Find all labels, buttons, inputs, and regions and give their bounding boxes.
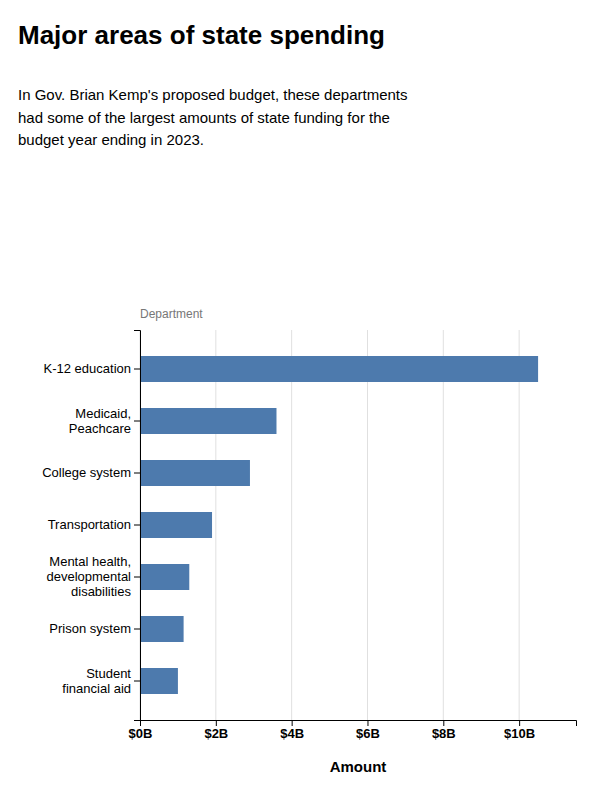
y-tick-mark <box>134 369 140 370</box>
x-axis-line <box>141 721 577 727</box>
x-tick-label: $6B <box>356 726 380 741</box>
y-tick-mark <box>134 577 140 578</box>
y-tick-mark <box>134 473 140 474</box>
x-tick-mark <box>519 720 520 726</box>
x-tick: $6B <box>356 720 380 741</box>
y-tick-label: College system <box>42 465 131 480</box>
bar <box>140 512 212 538</box>
x-tick-mark <box>292 720 293 726</box>
x-tick: $4B <box>280 720 304 741</box>
grid <box>140 330 519 720</box>
y-tick-mark <box>134 629 140 630</box>
y-tick-mark <box>134 421 140 422</box>
x-tick: $2B <box>204 720 228 741</box>
y-tick: Studentfinancial aid <box>62 666 140 696</box>
bar <box>140 564 189 590</box>
x-tick-mark <box>443 720 444 726</box>
subtitle: In Gov. Brian Kemp's proposed budget, th… <box>18 86 407 148</box>
grid-line <box>291 330 292 720</box>
x-tick: $0B <box>129 720 153 741</box>
plot: $0B $2B $4B $6B $8B $10B Studentfinancial aid P… <box>42 330 576 741</box>
x-tick: $8B <box>432 720 456 741</box>
x-tick-label: $4B <box>280 726 304 741</box>
chart: Major areas of state spending In Gov. Bri… <box>0 0 600 800</box>
bar <box>140 356 538 382</box>
y-tick: Prison system <box>49 621 140 636</box>
x-axis: $0B $2B $4B $6B $8B $10B <box>129 720 577 741</box>
y-tick-label: K-12 education <box>44 361 131 376</box>
x-tick-mark <box>367 720 368 726</box>
x-tick-label: $10B <box>504 726 535 741</box>
x-tick-mark <box>216 720 217 726</box>
y-tick-label: Studentfinancial aid <box>62 666 131 696</box>
bars <box>140 356 538 694</box>
y-axis-line <box>134 331 141 721</box>
grid-line <box>443 330 444 720</box>
y-tick-label: Prison system <box>49 621 131 636</box>
y-tick: College system <box>42 465 140 480</box>
y-tick-mark <box>134 525 140 526</box>
title: Major areas of state spending <box>18 20 385 50</box>
y-tick: Transportation <box>48 517 140 532</box>
x-tick-label: $8B <box>432 726 456 741</box>
x-tick-label: $2B <box>204 726 228 741</box>
y-tick: Mental health,developmentaldisabilities <box>46 554 140 599</box>
y-axis-label: Department <box>140 307 203 321</box>
y-tick-mark <box>134 681 140 682</box>
x-tick: $10B <box>504 720 535 741</box>
grid-line <box>367 330 368 720</box>
x-axis-label: Amount <box>330 758 387 775</box>
y-tick: Medicaid,Peachcare <box>69 406 140 436</box>
grid-line <box>519 330 520 720</box>
y-axis: Studentfinancial aid Prison system Mental … <box>42 331 140 721</box>
bar <box>140 616 184 642</box>
y-tick-label: Mental health,developmentaldisabilities <box>46 554 131 599</box>
y-tick-label: Transportation <box>48 517 131 532</box>
x-tick-label: $0B <box>129 726 153 741</box>
y-tick-label: Medicaid,Peachcare <box>69 406 131 436</box>
bar <box>140 460 250 486</box>
bar <box>140 668 178 694</box>
bar <box>140 408 276 434</box>
y-tick: K-12 education <box>44 361 140 376</box>
grid-line <box>215 330 216 720</box>
